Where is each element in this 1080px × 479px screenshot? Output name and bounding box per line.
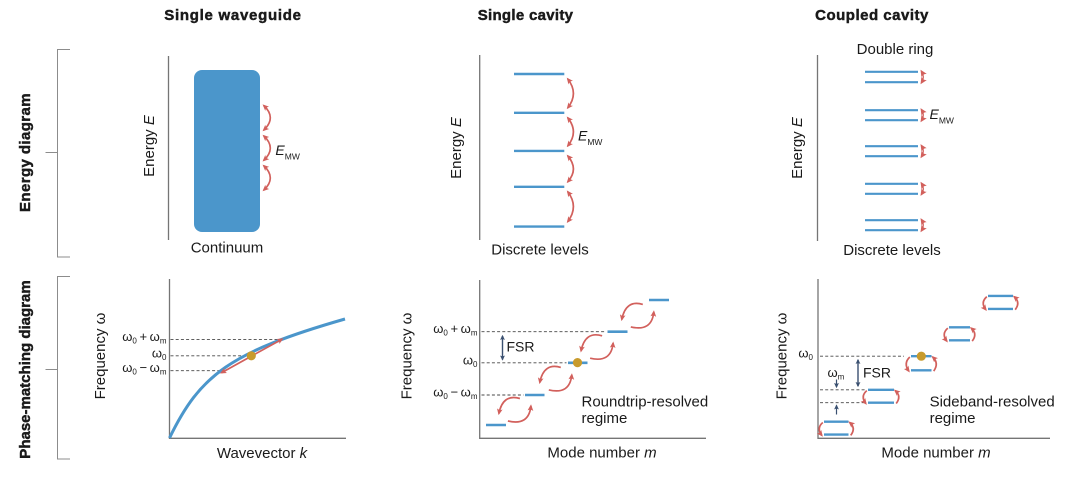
svg-text:ω0 − ωm: ω0 − ωm (433, 385, 478, 402)
svg-text:Phase-matching diagram: Phase-matching diagram (17, 280, 34, 458)
svg-text:ω0: ω0 (463, 352, 478, 369)
svg-text:regime: regime (582, 410, 628, 427)
svg-text:Energy E: Energy E (448, 116, 465, 179)
svg-text:ω0 + ωm: ω0 + ωm (433, 321, 478, 338)
svg-text:Mode number m: Mode number m (881, 445, 990, 462)
svg-text:ω0: ω0 (798, 346, 813, 363)
svg-text:Coupled cavity: Coupled cavity (815, 7, 929, 24)
svg-text:Continuum: Continuum (191, 240, 264, 257)
svg-text:Sideband-resolved: Sideband-resolved (930, 394, 1055, 411)
svg-text:Discrete levels: Discrete levels (491, 242, 589, 259)
svg-text:Single waveguide: Single waveguide (164, 7, 301, 24)
svg-text:Roundtrip-resolved: Roundtrip-resolved (582, 394, 709, 411)
svg-text:Frequency ω: Frequency ω (399, 312, 416, 399)
svg-text:EMW: EMW (930, 106, 954, 126)
svg-text:EMW: EMW (275, 142, 299, 162)
svg-text:FSR: FSR (863, 364, 891, 380)
svg-text:EMW: EMW (578, 127, 602, 147)
svg-text:Frequency ω: Frequency ω (92, 312, 109, 399)
svg-text:Energy E: Energy E (789, 116, 806, 179)
svg-text:FSR: FSR (507, 338, 535, 354)
svg-text:Single cavity: Single cavity (478, 7, 574, 24)
svg-text:Energy E: Energy E (141, 114, 158, 177)
svg-text:Energy diagram: Energy diagram (17, 93, 34, 212)
svg-text:Wavevector k: Wavevector k (217, 445, 309, 462)
svg-text:ω0 + ωm: ω0 + ωm (122, 329, 167, 346)
svg-text:Double ring: Double ring (857, 41, 934, 58)
svg-text:Mode number m: Mode number m (547, 445, 656, 462)
svg-text:Discrete levels: Discrete levels (843, 242, 941, 259)
svg-text:regime: regime (930, 410, 976, 427)
svg-text:ω0: ω0 (152, 345, 167, 362)
svg-text:ω0 − ωm: ω0 − ωm (122, 360, 167, 377)
svg-text:ωm: ωm (828, 365, 845, 382)
svg-text:Frequency ω: Frequency ω (774, 312, 791, 399)
